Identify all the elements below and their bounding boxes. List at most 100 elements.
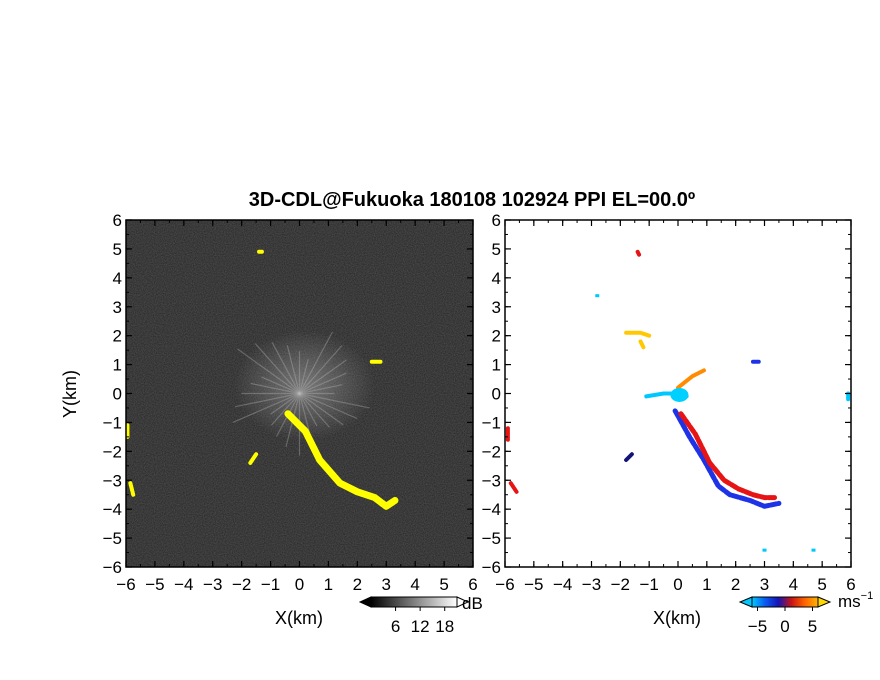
x-axis-label-right: X(km): [653, 608, 701, 628]
colorbar-db-ticks: 6 12 18: [391, 607, 454, 636]
colorbar-db-tick-label: 12: [411, 617, 430, 636]
x-tick-label: 2: [353, 575, 362, 594]
x-tick-label: −5: [145, 575, 164, 594]
echo-streak: [299, 393, 344, 426]
dot-cyan2: [762, 548, 767, 552]
x-tick-label: −5: [524, 575, 543, 594]
highlight-features: [126, 249, 399, 510]
y-tick-label: 3: [492, 298, 501, 317]
echo-streak: [271, 342, 301, 394]
y-tick-label: 4: [113, 269, 122, 288]
x-tick-label: 5: [439, 575, 448, 594]
colorbar-db-high-arrow: [456, 596, 470, 608]
y-tick-label: 5: [113, 240, 122, 259]
y-tick-label: −3: [482, 471, 501, 490]
y-tick-label: −5: [482, 529, 501, 548]
x-tick-label: −3: [582, 575, 601, 594]
y-tick-label: 6: [113, 211, 122, 230]
velocity-features: [505, 249, 851, 552]
y-tick-label: −4: [103, 500, 122, 519]
colorbar-velocity-ticks: −5 0 5: [748, 607, 817, 636]
colorbar-db-tick-label: 18: [435, 617, 454, 636]
echo-streak: [235, 392, 300, 408]
y-tick-label: 1: [113, 356, 122, 375]
colorbar-db-low-arrow: [358, 596, 372, 608]
y-tick-label: −5: [103, 529, 122, 548]
plume: [284, 410, 399, 510]
chart-title: 3D-CDL@Fukuoka 180108 102924 PPI EL=00.0…: [249, 189, 695, 211]
echo-streak: [299, 372, 347, 395]
orange-core: [676, 368, 706, 390]
echo-streak: [298, 359, 309, 394]
y-tick-label: 0: [113, 385, 122, 404]
y-tick-label: −6: [482, 558, 501, 577]
dot-cyan: [595, 294, 600, 298]
scatter-red: [635, 249, 642, 257]
edge-red2: [508, 481, 519, 494]
x-tick-label: 6: [846, 575, 855, 594]
colorbar-velocity-low-arrow: [738, 596, 753, 608]
y-tick-label: 6: [492, 211, 501, 230]
plume-red: [678, 411, 779, 501]
x-tick-label: 0: [673, 575, 682, 594]
echo-streak: [299, 359, 347, 394]
x-tick-label: −4: [174, 575, 193, 594]
y-tick-label: 2: [492, 327, 501, 346]
echo-streak: [237, 348, 300, 394]
y-tick-label: 3: [113, 298, 122, 317]
y-tick-label: −1: [482, 413, 501, 432]
y-tick-label: 0: [492, 385, 501, 404]
echo-streak: [299, 392, 358, 420]
y-tick-label: 4: [492, 269, 501, 288]
y-tick-label: −6: [103, 558, 122, 577]
x-tick-label: 0: [295, 575, 304, 594]
yellow-north: [624, 330, 652, 338]
y-tick-label: 5: [492, 240, 501, 259]
colorbar-velocity-unit-exponent: −1: [861, 590, 874, 602]
y-tick-label: −2: [103, 442, 122, 461]
colorbar-velocity-unit-base: ms: [838, 592, 861, 611]
x-tick-label: −1: [261, 575, 280, 594]
x-tick-label: 1: [324, 575, 333, 594]
colorbar-db-unit: dB: [462, 594, 483, 613]
yellow-mid: [638, 339, 646, 350]
echo-streak: [299, 392, 370, 409]
echo-streak: [270, 393, 300, 415]
scatter-dark: [624, 452, 634, 463]
x-tick-label: 5: [817, 575, 826, 594]
colorbar-velocity: −5 0 5 ms−1: [738, 590, 873, 636]
echo-streak: [298, 393, 318, 427]
y-tick-label: −4: [482, 500, 501, 519]
colorbar-velocity-gradient: [751, 596, 819, 608]
x-tick-label: −6: [495, 575, 514, 594]
echo-streak: [270, 393, 300, 426]
y-tick-label: −3: [103, 471, 122, 490]
echo-streak: [299, 345, 343, 394]
colorbar-velocity-tick-label: −5: [748, 617, 767, 636]
plume-blue: [672, 408, 782, 509]
y-tick-label: 1: [492, 356, 501, 375]
x-tick-label: 1: [702, 575, 711, 594]
x-tick-label: 3: [760, 575, 769, 594]
colorbar-velocity-high-arrow: [817, 596, 832, 608]
colorbar-db-tick-label: 6: [391, 617, 400, 636]
echo-streak: [232, 392, 300, 423]
x-tick-label: −6: [116, 575, 135, 594]
x-axis-label-left: X(km): [275, 608, 323, 628]
echo-streak: [254, 343, 300, 394]
echo-streak: [298, 331, 334, 394]
echo-streak: [261, 376, 300, 395]
echo-glow: [234, 330, 375, 441]
echo-streak: [250, 382, 300, 395]
edge-echo: [128, 481, 136, 497]
x-tick-label: 4: [789, 575, 798, 594]
x-tick-label: 6: [468, 575, 477, 594]
x-tick-label: −2: [232, 575, 251, 594]
center-cyan-core: [670, 387, 689, 402]
colorbar-velocity-unit: ms−1: [838, 590, 873, 611]
x-tick-label: −4: [553, 575, 572, 594]
